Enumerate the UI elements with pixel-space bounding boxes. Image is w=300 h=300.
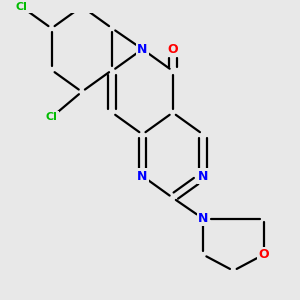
Text: N: N (198, 169, 208, 182)
Text: N: N (137, 169, 148, 182)
Text: N: N (137, 43, 148, 56)
Text: N: N (198, 212, 208, 225)
Text: Cl: Cl (15, 2, 27, 11)
Text: Cl: Cl (46, 112, 58, 122)
Text: O: O (258, 248, 269, 261)
Text: O: O (167, 43, 178, 56)
